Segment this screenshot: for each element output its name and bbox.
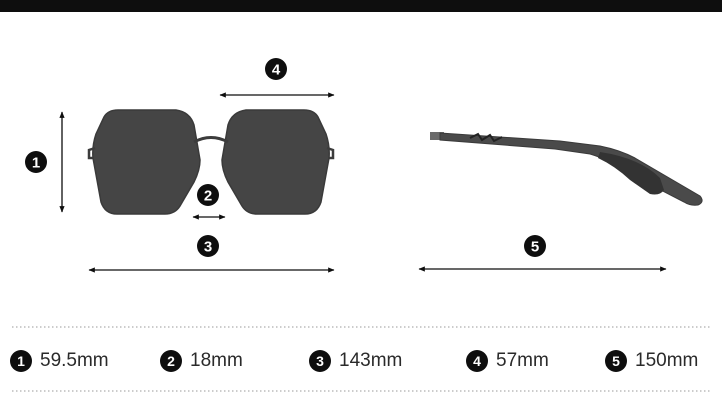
legend-badge-4: 4 bbox=[466, 350, 488, 372]
legend-badge-3: 3 bbox=[309, 350, 331, 372]
marker-1-label: 1 bbox=[32, 155, 40, 172]
measurement-legend: 1 59.5mm 2 18mm 3 143mm 4 57mm 5 150mm bbox=[0, 341, 722, 381]
marker-2-label: 2 bbox=[204, 188, 212, 205]
legend-value-3: 143mm bbox=[339, 350, 403, 371]
right-lens bbox=[221, 109, 330, 215]
marker-1: 1 bbox=[25, 151, 47, 173]
glasses-side-view bbox=[430, 132, 703, 206]
marker-4: 4 bbox=[265, 58, 287, 80]
right-endpiece bbox=[326, 146, 335, 160]
legend-value-2: 18mm bbox=[190, 350, 243, 371]
legend-item-2: 2 18mm bbox=[160, 341, 243, 381]
marker-5-label: 5 bbox=[531, 239, 539, 256]
temple-decoration bbox=[469, 132, 503, 143]
temple-tip bbox=[598, 152, 664, 195]
marker-5: 5 bbox=[524, 235, 546, 257]
marker-2: 2 bbox=[197, 184, 219, 206]
glasses-front-view bbox=[87, 109, 335, 215]
legend-value-1: 59.5mm bbox=[40, 350, 109, 371]
temple-arm bbox=[439, 132, 703, 206]
legend-value-4: 57mm bbox=[496, 350, 549, 371]
legend-item-3: 3 143mm bbox=[309, 341, 402, 381]
bridge bbox=[193, 136, 229, 144]
marker-3: 3 bbox=[197, 235, 219, 257]
hinge bbox=[430, 132, 444, 140]
left-endpiece bbox=[87, 146, 96, 160]
legend-value-5: 150mm bbox=[635, 350, 699, 371]
legend-item-5: 5 150mm bbox=[605, 341, 698, 381]
marker-3-label: 3 bbox=[204, 239, 212, 256]
legend-badge-1: 1 bbox=[10, 350, 32, 372]
legend-item-4: 4 57mm bbox=[466, 341, 549, 381]
marker-4-label: 4 bbox=[272, 62, 281, 79]
legend-badge-5: 5 bbox=[605, 350, 627, 372]
top-bar bbox=[0, 0, 722, 12]
legend-badge-2: 2 bbox=[160, 350, 182, 372]
left-lens bbox=[92, 109, 201, 215]
legend-item-1: 1 59.5mm bbox=[10, 341, 109, 381]
